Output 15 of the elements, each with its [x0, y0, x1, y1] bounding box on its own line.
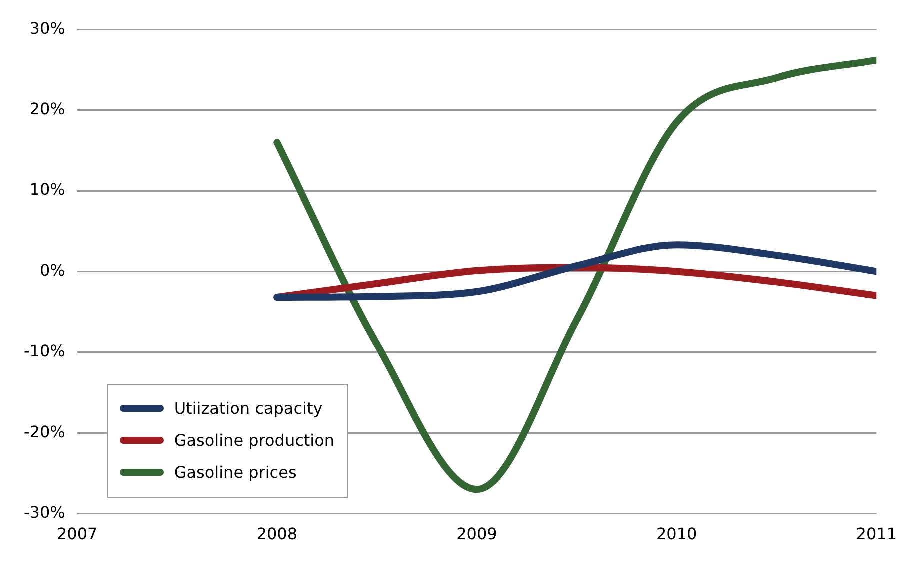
y-tick-label: 20%: [30, 99, 66, 118]
x-tick-label: 2007: [56, 524, 98, 544]
y-tick-label: 0%: [40, 260, 66, 280]
legend-label: Gasoline production: [174, 431, 335, 450]
x-tick-label: 2011: [856, 524, 897, 544]
legend-label: Utiization capacity: [174, 399, 323, 418]
legend-label: Gasoline prices: [174, 463, 297, 482]
x-tick-label: 2010: [656, 524, 698, 544]
y-tick-label: -10%: [24, 342, 66, 361]
y-tick-label: -30%: [24, 502, 66, 522]
y-tick-label: -20%: [24, 422, 66, 442]
x-tick-label: 2009: [456, 524, 498, 544]
y-tick-label: 10%: [30, 180, 66, 200]
y-tick-label: 30%: [30, 18, 66, 38]
x-tick-label: 2008: [256, 524, 298, 544]
